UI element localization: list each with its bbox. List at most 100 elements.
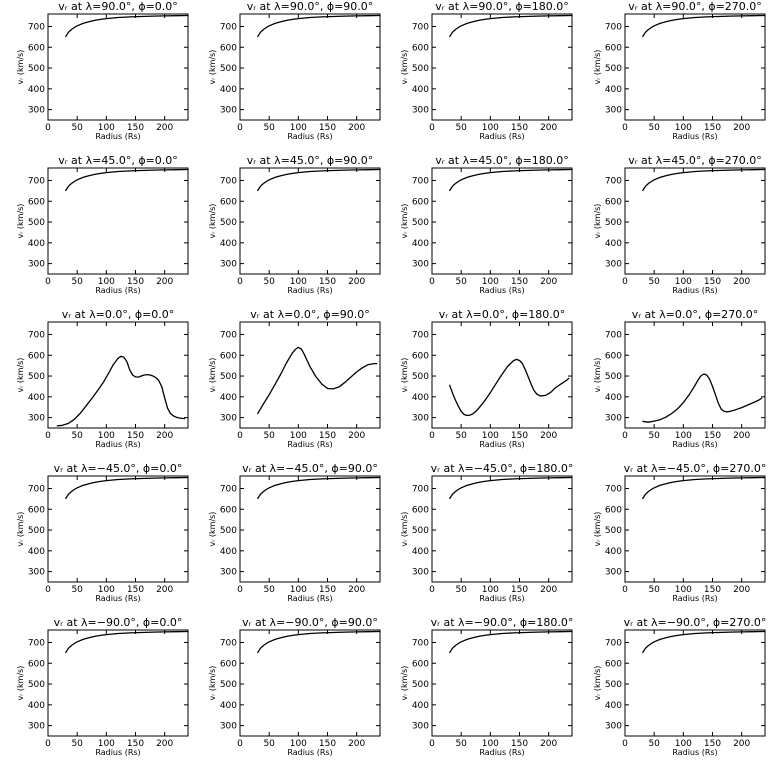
series-line [256,630,381,654]
y-tick-label: 400 [412,547,429,557]
series-line [256,168,381,192]
y-axis-label: vᵣ (km/s) [208,358,217,393]
y-tick-label: 400 [605,393,622,403]
y-tick-label: 300 [605,722,622,732]
x-tick-label: 50 [648,431,660,441]
x-tick-label: 50 [71,431,83,441]
x-tick-label: 200 [540,277,557,287]
y-tick-label: 300 [28,568,45,578]
y-axis-label: vᵣ (km/s) [208,50,217,85]
panel-title: vᵣ at λ=−90.0°, ϕ=180.0° [431,616,574,629]
y-tick-label: 700 [28,22,45,32]
x-tick-label: 50 [455,123,467,133]
x-tick-label: 100 [98,277,115,287]
x-tick-label: 100 [482,123,499,133]
y-tick-label: 300 [28,106,45,116]
chart-panel: vᵣ at λ=45.0°, ϕ=270.0° 0 50 100 150 200 300 40… [593,154,766,295]
y-tick-label: 500 [220,680,237,690]
y-tick-label: 600 [412,197,429,207]
x-tick-label: 0 [237,431,243,441]
y-axis-label: vᵣ (km/s) [208,512,217,547]
panel-title: vᵣ at λ=−90.0°, ϕ=270.0° [624,616,767,629]
y-tick-label: 600 [220,351,237,361]
y-tick-label: 700 [28,330,45,340]
x-tick-label: 150 [319,123,336,133]
x-axis-label: Radius (Rs) [287,286,332,295]
x-axis-label: Radius (Rs) [672,594,717,603]
y-tick-label: 700 [605,330,622,340]
y-tick-label: 500 [28,64,45,74]
y-tick-label: 300 [412,722,429,732]
y-tick-label: 500 [28,372,45,382]
panel-title: vᵣ at λ=0.0°, ϕ=0.0° [62,308,175,321]
x-tick-label: 200 [540,585,557,595]
y-tick-label: 600 [28,43,45,53]
y-tick-label: 600 [28,505,45,515]
y-tick-label: 300 [412,260,429,270]
x-tick-label: 150 [127,585,144,595]
y-tick-label: 600 [605,197,622,207]
x-tick-label: 0 [429,277,435,287]
plot-frame [239,167,381,275]
y-tick-label: 500 [28,526,45,536]
y-tick-label: 700 [220,176,237,186]
y-axis-label: vᵣ (km/s) [593,512,602,547]
plot-frame [624,13,766,121]
y-tick-label: 600 [220,659,237,669]
chart-panel: vᵣ at λ=−90.0°, ϕ=0.0° 0 50 100 150 200 300 400… [16,616,189,757]
y-tick-label: 700 [28,638,45,648]
x-tick-label: 0 [429,739,435,749]
y-tick-label: 400 [220,85,237,95]
x-tick-label: 0 [622,585,628,595]
panel-title: vᵣ at λ=45.0°, ϕ=270.0° [628,154,762,167]
plot-frame [431,167,573,275]
x-tick-label: 150 [704,585,721,595]
y-tick-label: 600 [412,351,429,361]
x-axis-label: Radius (Rs) [287,594,332,603]
chart-panel: vᵣ at λ=45.0°, ϕ=0.0° 0 50 100 150 200 300 400 5… [16,154,189,295]
x-tick-label: 200 [540,739,557,749]
y-axis-label: vᵣ (km/s) [593,50,602,85]
y-tick-label: 600 [605,351,622,361]
y-tick-label: 600 [220,505,237,515]
y-axis-label: vᵣ (km/s) [208,666,217,701]
y-tick-label: 400 [412,85,429,95]
x-tick-label: 50 [455,585,467,595]
x-tick-label: 150 [319,739,336,749]
y-tick-label: 300 [28,414,45,424]
x-tick-label: 150 [127,739,144,749]
panel-title: vᵣ at λ=−90.0°, ϕ=0.0° [54,616,183,629]
y-tick-label: 500 [220,64,237,74]
x-axis-label: Radius (Rs) [479,132,524,141]
y-tick-label: 700 [28,484,45,494]
x-tick-label: 100 [482,585,499,595]
plot-frame [624,629,766,737]
y-tick-label: 400 [605,85,622,95]
x-tick-label: 50 [648,277,660,287]
x-tick-label: 150 [704,739,721,749]
y-axis-label: vᵣ (km/s) [16,666,25,701]
chart-panel: vᵣ at λ=0.0°, ϕ=0.0° 0 50 100 150 200 300 400 50… [16,308,189,449]
x-tick-label: 50 [455,739,467,749]
x-tick-label: 200 [156,431,173,441]
y-tick-label: 500 [412,218,429,228]
x-axis-label: Radius (Rs) [479,594,524,603]
x-tick-label: 200 [733,739,750,749]
chart-panel: vᵣ at λ=0.0°, ϕ=270.0° 0 50 100 150 200 300 400… [593,308,766,449]
x-tick-label: 200 [156,123,173,133]
plot-frame [431,13,573,121]
x-tick-label: 50 [71,585,83,595]
y-axis-label: vᵣ (km/s) [208,204,217,239]
y-tick-label: 300 [605,414,622,424]
plot-frame [431,629,573,737]
x-tick-label: 0 [45,277,51,287]
x-tick-label: 100 [482,739,499,749]
y-tick-label: 400 [28,393,45,403]
x-axis-label: Radius (Rs) [479,748,524,757]
x-tick-label: 150 [511,277,528,287]
x-tick-label: 200 [733,123,750,133]
y-axis-label: vᵣ (km/s) [400,512,409,547]
y-axis-label: vᵣ (km/s) [593,204,602,239]
x-tick-label: 150 [704,277,721,287]
